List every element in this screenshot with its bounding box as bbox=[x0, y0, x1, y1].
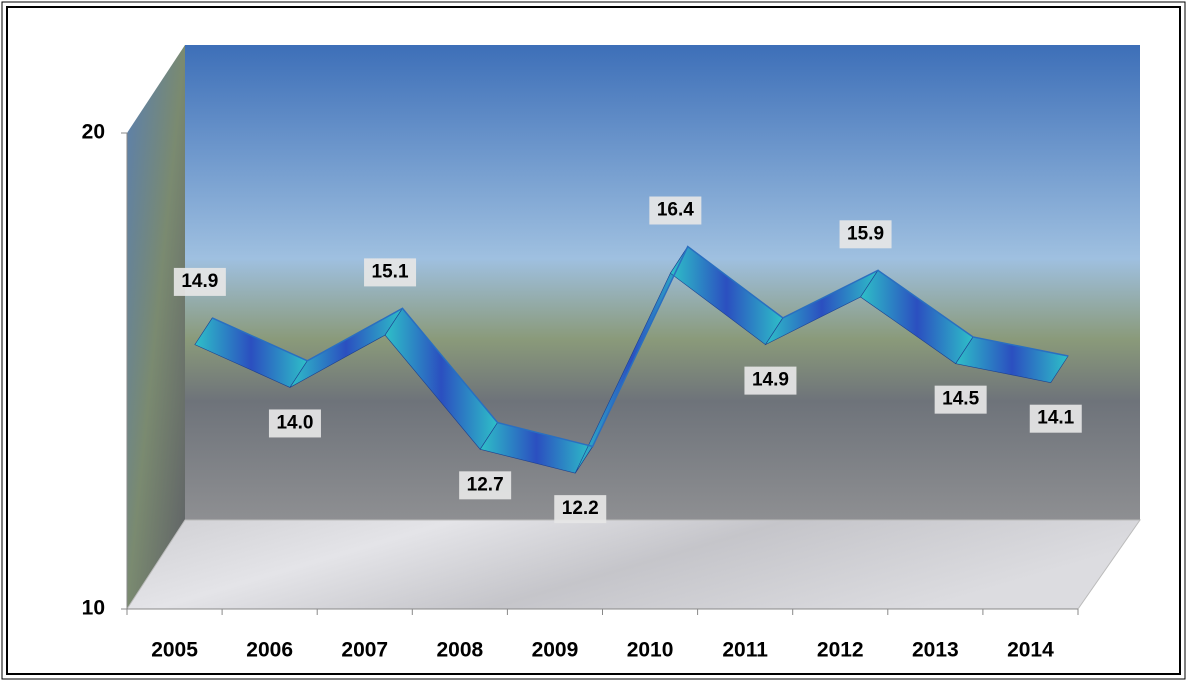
x-tick-label: 2009 bbox=[532, 639, 579, 662]
back-wall bbox=[185, 45, 1140, 520]
x-tick-label: 2006 bbox=[246, 639, 293, 662]
value-label-box bbox=[268, 409, 321, 438]
value-label-box bbox=[839, 220, 892, 249]
value-label: 12.2 bbox=[562, 498, 599, 519]
value-label: 14.0 bbox=[276, 412, 313, 433]
value-label-box bbox=[173, 267, 226, 296]
x-tick-label: 2005 bbox=[151, 639, 198, 662]
value-label-box bbox=[364, 258, 417, 287]
floor bbox=[126, 519, 1141, 610]
x-tick-label: 2014 bbox=[1007, 639, 1054, 662]
x-tick-label: 2008 bbox=[436, 639, 483, 662]
value-label: 16.4 bbox=[657, 200, 694, 221]
x-tick-label: 2012 bbox=[817, 639, 864, 662]
inner-border bbox=[6, 6, 1181, 675]
x-tick-label: 2013 bbox=[912, 639, 959, 662]
value-label-box bbox=[744, 366, 797, 395]
x-tick-label: 2011 bbox=[722, 639, 768, 662]
value-label: 12.7 bbox=[467, 474, 504, 495]
value-label-box bbox=[1029, 404, 1082, 433]
value-label: 15.9 bbox=[847, 223, 884, 244]
value-label-box bbox=[554, 495, 607, 524]
y-tick-label: 20 bbox=[82, 121, 105, 144]
value-label: 14.9 bbox=[181, 271, 218, 292]
y-tick-label: 10 bbox=[82, 597, 105, 620]
value-label: 14.1 bbox=[1037, 408, 1074, 429]
x-tick-label: 2007 bbox=[341, 639, 388, 662]
side-wall bbox=[127, 45, 185, 609]
value-label-box bbox=[649, 196, 702, 225]
line bbox=[211, 245, 1069, 448]
value-label: 14.5 bbox=[942, 389, 979, 410]
value-label-box bbox=[459, 471, 512, 500]
value-label: 14.9 bbox=[752, 370, 789, 391]
value-label: 15.1 bbox=[372, 261, 409, 282]
x-tick-label: 2010 bbox=[627, 639, 674, 662]
value-label-box bbox=[934, 385, 987, 414]
